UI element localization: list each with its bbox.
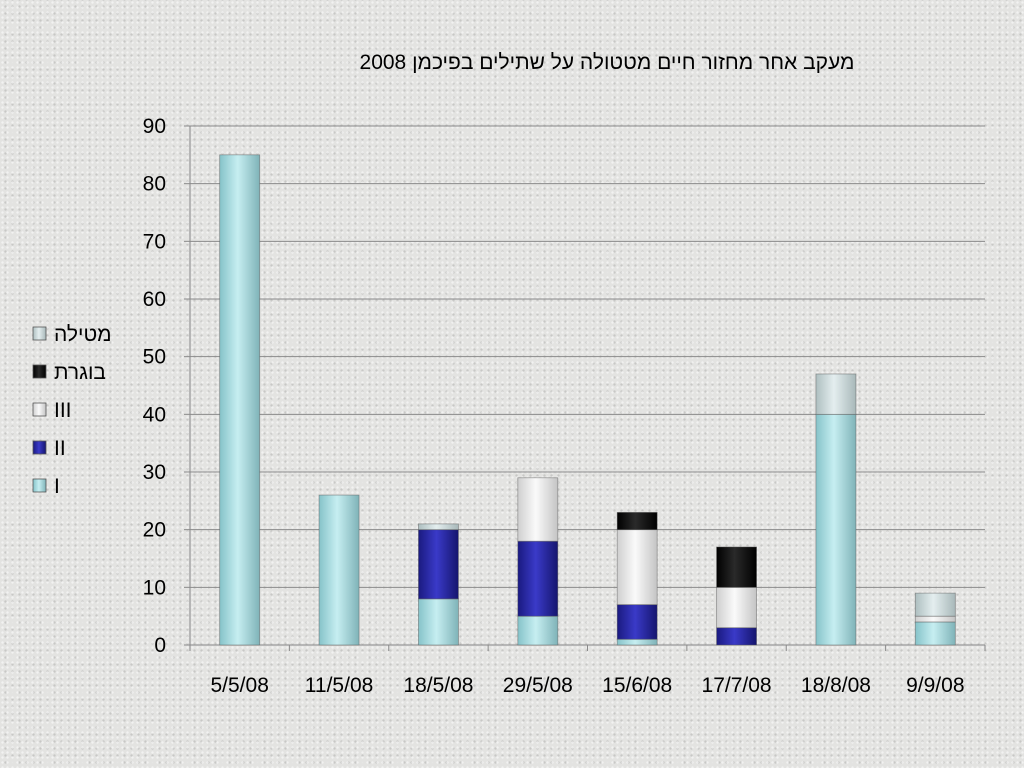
y-tick-label: 70: [143, 230, 166, 253]
bar-segment-i-7: [815, 413, 857, 646]
y-tick-label: 10: [143, 576, 166, 599]
y-tick-label: 90: [143, 115, 166, 138]
bar-segment-iii-6: [716, 586, 757, 629]
bar-segment-iii-8: [914, 615, 956, 623]
legend-swatch: [32, 478, 47, 493]
bar-segment-iii-5: [616, 529, 658, 606]
bar-segment-בוגרת-5: [616, 511, 658, 531]
y-axis-tick-labels: 0 10 20 30 40 50 60 70 80 90: [143, 115, 166, 657]
y-tick-label: 0: [154, 634, 166, 657]
bar-segment-i-8: [914, 621, 956, 646]
legend-label: II: [54, 437, 66, 460]
x-tick-label: 29/5/08: [503, 674, 573, 697]
bar-segment-בוגרת-6: [716, 546, 757, 588]
chart-title: מעקב אחר מחזור חיים מטטולה על שתילים בפי…: [360, 51, 855, 74]
bar-segment-i-2: [318, 494, 360, 646]
bar-segment-iii-4: [517, 477, 559, 542]
bar-segment-מטילה-8: [914, 592, 956, 617]
bar-segment-מטילה-7: [815, 373, 857, 415]
legend-label: III: [54, 399, 72, 422]
bars: [219, 154, 956, 646]
bar-segment-ii-3: [418, 529, 459, 600]
bar-segment-ii-5: [616, 604, 658, 640]
x-tick-label: 18/5/08: [403, 674, 473, 697]
x-tick-label: 5/5/08: [210, 674, 268, 697]
bar-segment-i-1: [219, 154, 261, 646]
axes: [184, 125, 986, 651]
x-tick-label: 11/5/08: [305, 674, 374, 697]
legend-label: I: [54, 475, 60, 498]
y-tick-label: 20: [143, 519, 166, 542]
x-tick-label: 15/6/08: [602, 674, 672, 697]
legend-swatch: [32, 364, 47, 379]
x-tick-label: 17/7/08: [702, 674, 772, 697]
y-tick-label: 80: [143, 173, 166, 196]
bar-segment-i-4: [517, 615, 559, 646]
x-tick-label: 9/9/08: [906, 674, 964, 697]
gridlines: [190, 125, 985, 588]
bar-segment-מטילה-3: [418, 523, 459, 531]
legend-label: מטילה: [54, 323, 112, 346]
y-tick-label: 30: [143, 461, 166, 484]
legend-label: בוגרת: [54, 361, 106, 384]
bar-segment-ii-6: [716, 627, 757, 646]
bar-segment-i-3: [418, 598, 459, 646]
x-tick-label: 18/8/08: [801, 674, 871, 697]
y-tick-label: 50: [143, 346, 166, 369]
x-axis-tick-labels: 5/5/08 11/5/08 18/5/08 29/5/08 15/6/08 17/7/0…: [210, 674, 964, 697]
bar-segment-ii-4: [517, 540, 559, 617]
legend-swatch: [32, 402, 47, 417]
bar-segment-i-5: [616, 638, 658, 646]
legend-swatch: [32, 326, 47, 341]
y-tick-label: 60: [143, 288, 166, 311]
y-tick-label: 40: [143, 403, 166, 426]
legend-swatch: [32, 440, 47, 455]
